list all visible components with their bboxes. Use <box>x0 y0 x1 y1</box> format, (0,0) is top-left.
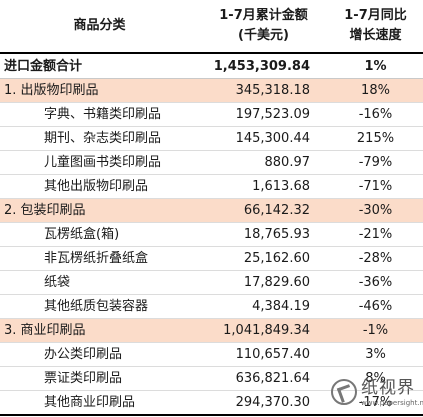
subcategory-row: 其他纸质包装容器 4,384.19 -46% <box>0 294 423 319</box>
header-category: 商品分类 <box>0 0 199 54</box>
header-yoy-growth: 1-7月同比 增长速度 <box>328 0 423 54</box>
row-growth: -46% <box>328 294 423 319</box>
row-amount: 4,384.19 <box>199 294 328 319</box>
row-amount: 17,829.60 <box>199 270 328 295</box>
total-amount: 1,453,309.84 <box>199 53 328 79</box>
row-growth: 3% <box>328 342 423 367</box>
category-row: 3. 商业印刷品 1,041,849.34 -1% <box>0 318 423 343</box>
row-growth: 18% <box>328 78 423 103</box>
category-row: 2. 包装印刷品 66,142.32 -30% <box>0 198 423 223</box>
header-amount-line2: (千美元) <box>238 28 289 43</box>
subcategory-row: 办公类印刷品 110,657.40 3% <box>0 342 423 367</box>
total-row: 进口金额合计 1,453,309.84 1% <box>0 53 423 79</box>
watermark-logo: 纸视界 www.papersight.net <box>331 377 423 411</box>
row-name: 期刊、杂志类印刷品 <box>0 126 199 151</box>
row-name: 3. 商业印刷品 <box>0 318 199 343</box>
header-growth-line2: 增长速度 <box>349 28 402 43</box>
row-name: 非瓦楞纸折叠纸盒 <box>0 246 199 271</box>
subcategory-row: 字典、书籍类印刷品 197,523.09 -16% <box>0 102 423 127</box>
row-name: 办公类印刷品 <box>0 342 199 367</box>
row-amount: 25,162.60 <box>199 246 328 271</box>
watermark-brand: 纸视界 <box>361 378 415 398</box>
row-name: 其他商业印刷品 <box>0 390 199 416</box>
category-row: 1. 出版物印刷品 345,318.18 18% <box>0 78 423 103</box>
row-amount: 110,657.40 <box>199 342 328 367</box>
row-name: 瓦楞纸盒(箱) <box>0 222 199 247</box>
subcategory-row: 非瓦楞纸折叠纸盒 25,162.60 -28% <box>0 246 423 271</box>
subcategory-row: 儿童图画书类印刷品 880.97 -79% <box>0 150 423 175</box>
row-amount: 294,370.30 <box>199 390 328 416</box>
row-amount: 197,523.09 <box>199 102 328 127</box>
row-amount: 880.97 <box>199 150 328 175</box>
row-amount: 636,821.64 <box>199 366 328 391</box>
row-growth: -71% <box>328 174 423 199</box>
header-amount-line1: 1-7月累计金额 <box>219 8 308 23</box>
row-growth: -30% <box>328 198 423 223</box>
row-name: 其他纸质包装容器 <box>0 294 199 319</box>
row-amount: 145,300.44 <box>199 126 328 151</box>
row-name: 纸袋 <box>0 270 199 295</box>
row-amount: 1,041,849.34 <box>199 318 328 343</box>
row-growth: -16% <box>328 102 423 127</box>
table-header-row: 商品分类 1-7月累计金额 (千美元) 1-7月同比 增长速度 <box>0 0 423 54</box>
row-amount: 66,142.32 <box>199 198 328 223</box>
row-name: 票证类印刷品 <box>0 366 199 391</box>
row-growth: 215% <box>328 126 423 151</box>
row-name: 字典、书籍类印刷品 <box>0 102 199 127</box>
watermark-icon <box>331 379 357 405</box>
row-amount: 18,765.93 <box>199 222 328 247</box>
row-name: 其他出版物印刷品 <box>0 174 199 199</box>
row-growth: -21% <box>328 222 423 247</box>
subcategory-row: 其他出版物印刷品 1,613.68 -71% <box>0 174 423 199</box>
row-growth: -36% <box>328 270 423 295</box>
row-growth: -1% <box>328 318 423 343</box>
subcategory-row: 纸袋 17,829.60 -36% <box>0 270 423 295</box>
header-cumulative-amount: 1-7月累计金额 (千美元) <box>199 0 328 54</box>
subcategory-row: 瓦楞纸盒(箱) 18,765.93 -21% <box>0 222 423 247</box>
row-name: 1. 出版物印刷品 <box>0 78 199 103</box>
row-growth: -79% <box>328 150 423 175</box>
row-amount: 1,613.68 <box>199 174 328 199</box>
subcategory-row: 期刊、杂志类印刷品 145,300.44 215% <box>0 126 423 151</box>
row-growth: -28% <box>328 246 423 271</box>
watermark-url: www.papersight.net <box>361 399 423 407</box>
row-name: 2. 包装印刷品 <box>0 198 199 223</box>
subcategory-row: 其他商业印刷品 294,370.30 -17% <box>0 390 423 416</box>
total-label: 进口金额合计 <box>0 53 199 79</box>
row-amount: 345,318.18 <box>199 78 328 103</box>
row-name: 儿童图画书类印刷品 <box>0 150 199 175</box>
total-growth: 1% <box>328 53 423 79</box>
header-growth-line1: 1-7月同比 <box>344 8 407 23</box>
